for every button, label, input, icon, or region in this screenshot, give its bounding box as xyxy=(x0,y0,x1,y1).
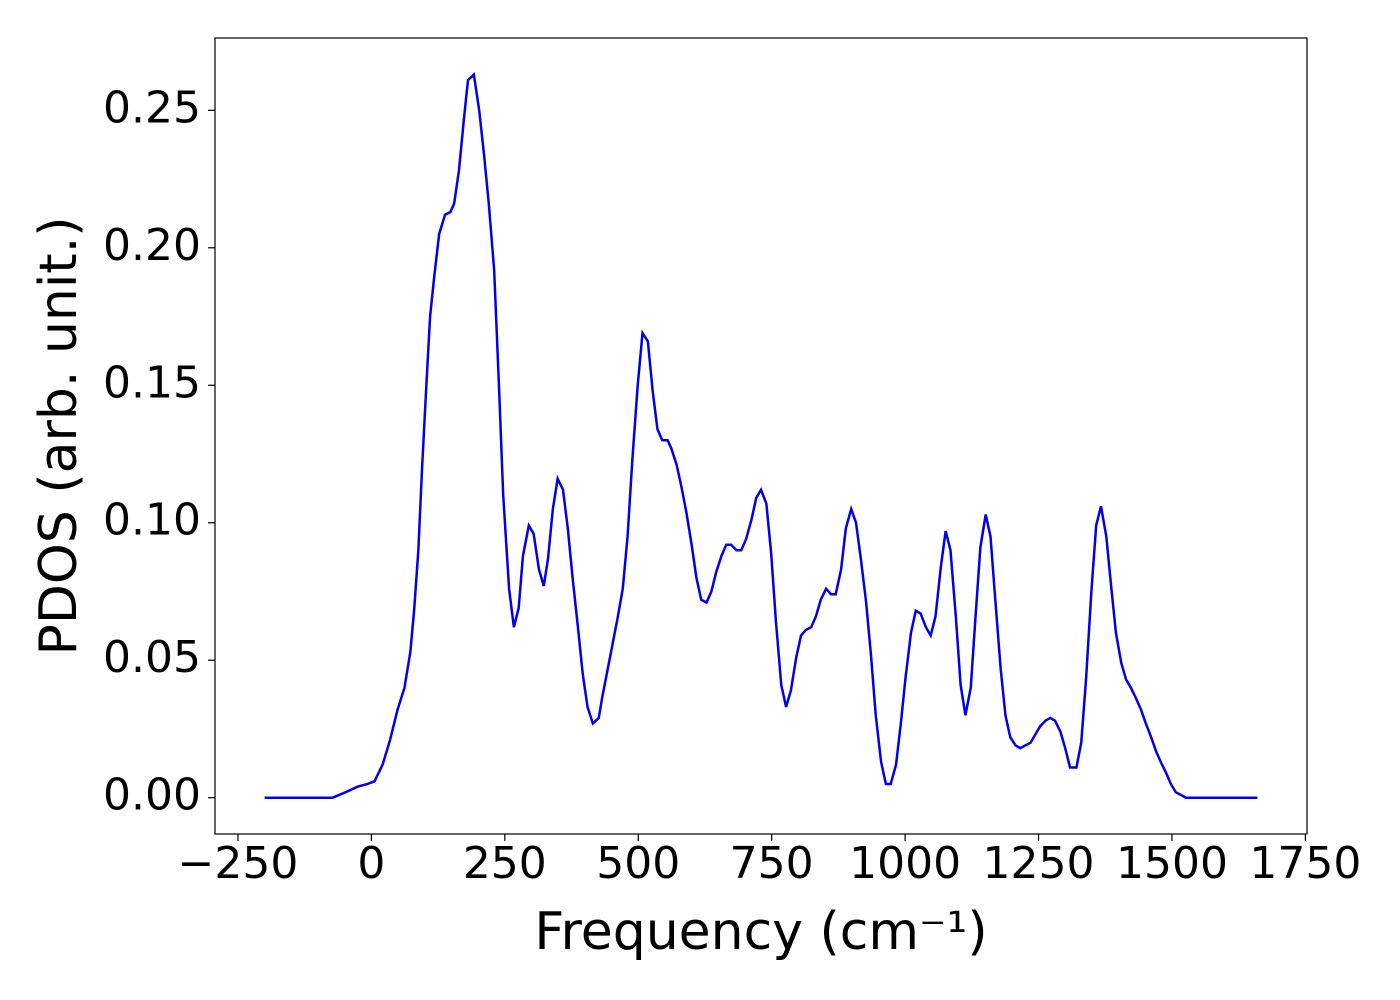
x-tick-label: 1000 xyxy=(849,838,961,889)
y-tick-label: 0.10 xyxy=(103,495,201,546)
x-tick-label: 250 xyxy=(463,838,547,889)
plot-frame xyxy=(214,37,1308,835)
y-tick-label: 0.05 xyxy=(103,632,201,683)
data-line xyxy=(264,72,1258,799)
x-tick-label: 1500 xyxy=(1116,838,1228,889)
y-tick-label: 0.00 xyxy=(103,770,201,821)
x-axis-label: Frequency (cm⁻¹) xyxy=(534,902,987,962)
x-tick-label: 1250 xyxy=(983,838,1095,889)
y-tick-label: 0.25 xyxy=(103,82,201,133)
y-tick-label: 0.20 xyxy=(103,220,201,271)
x-tick-label: 500 xyxy=(596,838,680,889)
x-tick-label: 0 xyxy=(357,838,385,889)
x-tick-label: −250 xyxy=(178,838,299,889)
y-axis-label: PDOS (arb. unit.) xyxy=(29,216,89,655)
x-tick-label: 750 xyxy=(730,838,814,889)
y-tick-label: 0.15 xyxy=(103,357,201,408)
x-tick-label: 1750 xyxy=(1249,838,1361,889)
